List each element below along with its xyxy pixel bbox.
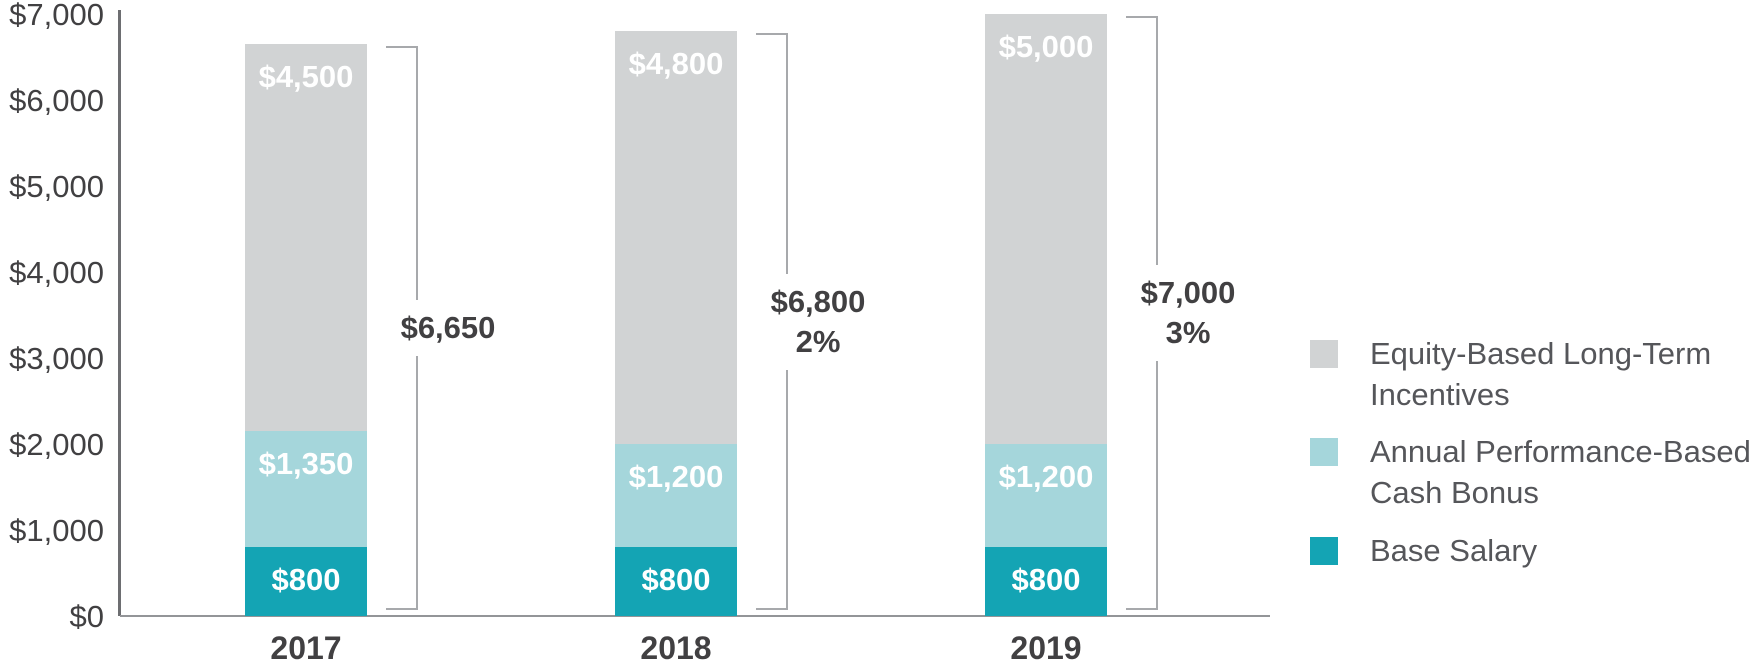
bar-segment-2017-annual-performance-based-cash-bonus: $1,350 xyxy=(245,431,367,548)
y-axis-line xyxy=(118,10,121,616)
bar-value-label: $4,500 xyxy=(258,59,354,95)
bar-value-label: $5,000 xyxy=(998,29,1094,64)
bar-value-label: $4,800 xyxy=(628,46,724,82)
total-value-label: $7,000 xyxy=(1140,275,1236,310)
legend-label-annual-performance-based-cash-bonus: Annual Performance-Based Cash Bonus xyxy=(1370,434,1751,510)
bar-segment-2018-annual-performance-based-cash-bonus: $1,200 xyxy=(615,444,737,548)
legend-label-base-salary: Base Salary xyxy=(1370,533,1538,568)
bar-segment-2018-base-salary: $800 xyxy=(615,547,737,616)
legend-swatch-base-salary xyxy=(1310,537,1338,565)
x-axis-label-2018: 2018 xyxy=(640,630,712,666)
y-axis-tick-label: $3,000 xyxy=(9,341,104,376)
legend-swatch-annual-performance-based-cash-bonus xyxy=(1310,438,1338,466)
x-axis-label-2017: 2017 xyxy=(270,630,342,666)
total-value-label: $6,800 xyxy=(770,283,866,319)
total-bracket-top-tick xyxy=(386,46,418,49)
y-axis-tick-label: $2,000 xyxy=(9,427,104,462)
x-axis-baseline xyxy=(120,615,1270,617)
y-axis-tick-label: $7,000 xyxy=(9,0,104,32)
total-bracket-bottom-tick xyxy=(756,608,788,610)
legend-label-equity-based-long-term-incentives: Equity-Based Long-Term Incentives xyxy=(1370,336,1712,412)
total-bracket-bottom-tick xyxy=(386,608,418,610)
bar-segment-2017-base-salary: $800 xyxy=(245,547,367,616)
yoy-change-label: 3% xyxy=(1165,315,1211,350)
bar-value-label: $800 xyxy=(271,562,341,598)
bar-value-label: $800 xyxy=(641,562,711,598)
total-bracket-top-tick xyxy=(1126,16,1158,18)
y-axis-tick-label: $1,000 xyxy=(9,513,104,548)
bar-segment-2019-base-salary: $800 xyxy=(985,547,1107,616)
total-label-group: $6,650 xyxy=(368,300,528,357)
bar-value-label: $1,200 xyxy=(998,459,1094,494)
total-bracket-top-tick xyxy=(756,33,788,36)
bar-segment-2018-equity-based-long-term-incentives: $4,800 xyxy=(615,31,737,444)
bar-segment-2019-annual-performance-based-cash-bonus: $1,200 xyxy=(985,444,1107,548)
total-label-group: $6,800 2% xyxy=(738,273,898,370)
legend-swatch-equity-based-long-term-incentives xyxy=(1310,340,1338,368)
bar-segment-2017-equity-based-long-term-incentives: $4,500 xyxy=(245,44,367,432)
yoy-change-label: 2% xyxy=(795,323,841,359)
y-axis-tick-label: $6,000 xyxy=(9,83,104,118)
bar-value-label: $800 xyxy=(1011,562,1081,598)
bar-value-label: $1,350 xyxy=(258,446,354,482)
y-axis-tick-label: $5,000 xyxy=(9,169,104,204)
bar-segment-2019-equity-based-long-term-incentives: $5,000 xyxy=(985,14,1107,444)
x-axis-label-2019: 2019 xyxy=(1010,630,1082,666)
y-axis-tick-label: $4,000 xyxy=(9,255,104,290)
total-bracket-bottom-tick xyxy=(1126,608,1158,610)
y-axis-tick-label: $0 xyxy=(69,599,104,634)
bar-value-label: $1,200 xyxy=(628,459,724,494)
total-value-label: $6,650 xyxy=(400,310,496,346)
total-label-group: $7,000 3% xyxy=(1108,265,1268,361)
